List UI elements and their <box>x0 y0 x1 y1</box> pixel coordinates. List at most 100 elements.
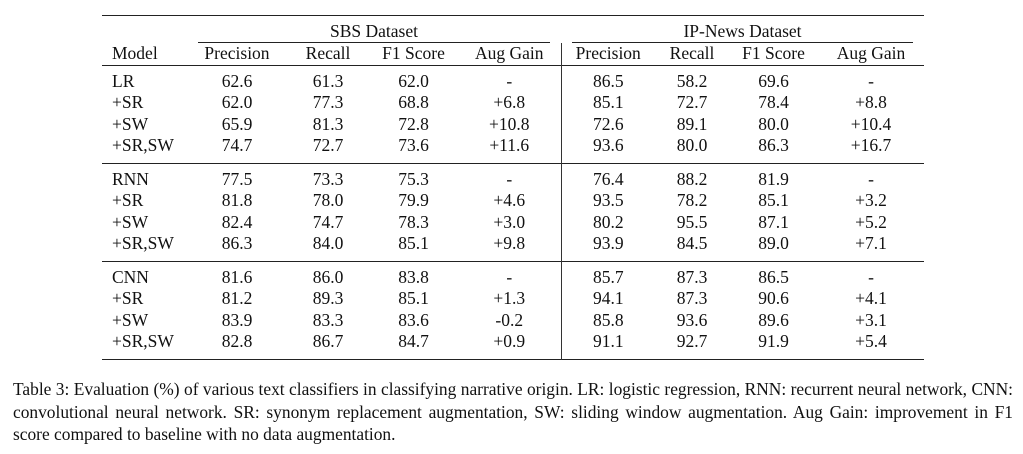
table-row: +SW 82.4 74.7 78.3 +3.0 80.2 95.5 87.1 +5.2 <box>102 211 924 233</box>
table-cell: 88.2 <box>676 168 708 189</box>
table-cell: 89.1 <box>676 113 708 134</box>
table-cell: +3.0 <box>493 211 526 232</box>
table-row: +SW 65.9 81.3 72.8 +10.8 72.6 89.1 80.0 +10.4 <box>102 113 924 135</box>
row-label: +SR <box>112 288 144 308</box>
table-cell: 62.0 <box>221 92 253 112</box>
table-cell: 78.3 <box>398 211 429 232</box>
table-cell: 81.3 <box>312 113 344 134</box>
table-cell: - <box>506 70 513 91</box>
table-cell: 84.5 <box>676 233 708 253</box>
table-cell: +6.8 <box>493 92 526 112</box>
table-cell: 84.7 <box>398 331 429 351</box>
table-cell: 92.7 <box>676 331 708 351</box>
table-cell: 78.4 <box>758 92 789 112</box>
table-cell: +8.8 <box>855 92 887 112</box>
table-row: +SR 81.8 78.0 79.9 +4.6 93.5 78.2 85.1 +3.2 <box>102 190 924 212</box>
results-table: SBS Dataset IP-News Dataset Model Precis… <box>102 15 924 360</box>
table-row: +SR,SW 74.7 72.7 73.6 +11.6 93.6 80.0 86.3 +16.7 <box>102 135 924 163</box>
row-label: +SR,SW <box>112 331 174 351</box>
table-cell: 69.6 <box>758 70 789 91</box>
table-cell: +4.6 <box>493 190 526 210</box>
table-cell: 80.0 <box>758 113 789 134</box>
group-header-ipnews: IP-News Dataset <box>571 20 914 43</box>
table-cell: - <box>868 70 874 91</box>
table-cell: 93.6 <box>560 135 655 163</box>
table-cell: 68.8 <box>398 92 429 112</box>
table-cell: +11.6 <box>489 135 530 155</box>
table-cell: 72.7 <box>676 92 708 112</box>
table-cell: 87.1 <box>758 211 789 232</box>
row-label: +SW <box>112 309 149 330</box>
table-cell: 75.3 <box>398 168 429 189</box>
table-cell: +9.8 <box>493 233 526 253</box>
table-cell: 89.6 <box>758 309 789 330</box>
table-row: CNN 81.6 86.0 83.8 - 85.7 87.3 86.5 - <box>102 261 924 288</box>
column-header-aug-gain: Aug Gain <box>474 43 544 63</box>
table-row: RNN 77.5 73.3 75.3 - 76.4 88.2 81.9 - <box>102 163 924 190</box>
row-label: +SW <box>112 113 149 134</box>
table-cell: +5.4 <box>855 331 887 351</box>
row-label: CNN <box>112 266 149 287</box>
table-cell: 74.7 <box>221 135 253 155</box>
table-cell: 93.5 <box>560 190 655 212</box>
table-cell: 80.2 <box>560 211 655 233</box>
table-cell: +1.3 <box>493 288 526 308</box>
column-header-precision: Precision <box>560 43 655 65</box>
row-label: +SR <box>112 190 144 210</box>
column-header-f1: F1 Score <box>742 43 805 63</box>
table-row: LR 62.6 61.3 62.0 - 86.5 58.2 69.6 - <box>102 65 924 92</box>
table-cell: +3.1 <box>855 309 887 330</box>
row-label: +SW <box>112 211 149 232</box>
column-header-recall: Recall <box>305 43 351 63</box>
table-cell: 85.7 <box>560 261 655 288</box>
table-cell: 83.3 <box>312 309 344 330</box>
table-cell: 73.3 <box>312 168 344 189</box>
table-cell: +10.8 <box>489 113 530 134</box>
table-cell: 83.6 <box>398 309 429 330</box>
table-cell: 78.0 <box>312 190 344 210</box>
table-cell: 72.7 <box>312 135 344 155</box>
column-header-precision: Precision <box>204 43 270 63</box>
table-cell: +3.2 <box>855 190 887 210</box>
table-cell: 87.3 <box>676 288 708 308</box>
table-cell: 89.0 <box>758 233 789 253</box>
table-cell: - <box>868 168 874 189</box>
table-cell: +0.9 <box>493 331 526 351</box>
column-header-row: Model Precision Recall F1 Score Aug Gain… <box>102 43 924 65</box>
table-row: +SR,SW 82.8 86.7 84.7 +0.9 91.1 92.7 91.9 +5.4 <box>102 331 924 359</box>
table-row: +SR,SW 86.3 84.0 85.1 +9.8 93.9 84.5 89.0 +7.1 <box>102 233 924 261</box>
table-cell: 81.9 <box>758 168 789 189</box>
table-cell: 83.8 <box>398 266 429 287</box>
table-cell: 76.4 <box>560 163 655 190</box>
row-label: +SR,SW <box>112 233 174 253</box>
table-cell: 86.5 <box>560 65 655 92</box>
table-cell: 91.9 <box>758 331 789 351</box>
table-cell: 86.7 <box>312 331 344 351</box>
table-cell: 77.3 <box>312 92 344 112</box>
table-cell: +7.1 <box>855 233 887 253</box>
table-cell: +10.4 <box>850 113 892 134</box>
table-cell: 91.1 <box>560 331 655 359</box>
group-header-row: SBS Dataset IP-News Dataset <box>102 15 924 43</box>
table-cell: 85.1 <box>398 288 429 308</box>
table-cell: 62.6 <box>221 70 253 91</box>
row-label: LR <box>112 70 135 91</box>
table-cell: 73.6 <box>398 135 429 155</box>
table-cell: 85.8 <box>560 309 655 331</box>
table-cell: -0.2 <box>495 309 524 330</box>
group-header-sbs: SBS Dataset <box>198 20 550 43</box>
table-cell: 81.6 <box>221 266 253 287</box>
table-cell: - <box>506 266 513 287</box>
table-cell: 86.0 <box>312 266 344 287</box>
table-cell: 87.3 <box>676 266 708 287</box>
table-cell: 79.9 <box>398 190 429 210</box>
table-cell: 62.0 <box>398 70 429 91</box>
table-cell: 86.3 <box>758 135 789 155</box>
table-cell: 81.2 <box>221 288 253 308</box>
table-cell: 85.1 <box>398 233 429 253</box>
table-cell: +4.1 <box>855 288 887 308</box>
table-cell: 78.2 <box>676 190 708 210</box>
table-row: +SW 83.9 83.3 83.6 -0.2 85.8 93.6 89.6 +3.1 <box>102 309 924 331</box>
table-cell: 80.0 <box>676 135 708 155</box>
